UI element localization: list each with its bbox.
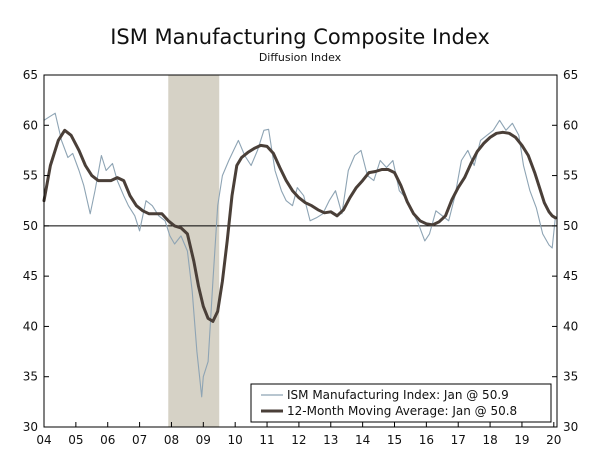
- y-tick-label-right: 65: [563, 68, 578, 82]
- y-tick-label-right: 40: [563, 319, 578, 333]
- recession-band: [168, 75, 220, 427]
- x-tick-label: 12: [291, 433, 306, 447]
- y-tick-label-right: 35: [563, 370, 578, 384]
- chart-title: ISM Manufacturing Composite Index: [110, 25, 490, 49]
- y-tick-label-right: 60: [563, 118, 578, 132]
- y-tick-label-left: 50: [23, 219, 38, 233]
- x-tick-label: 15: [387, 433, 402, 447]
- x-tick-label: 17: [451, 433, 466, 447]
- y-tick-label-left: 65: [23, 68, 38, 82]
- series-group: [42, 112, 557, 398]
- chart-subtitle: Diffusion Index: [259, 51, 342, 64]
- x-tick-label: 11: [259, 433, 274, 447]
- x-tick-label: 20: [546, 433, 561, 447]
- y-tick-label-right: 45: [563, 269, 578, 283]
- x-tick-label: 16: [419, 433, 434, 447]
- y-tick-label-left: 60: [23, 118, 38, 132]
- y-axis-left: 30 35 40 45 50 55 60 65: [23, 68, 49, 434]
- plot-frame: [43, 74, 558, 428]
- legend-box: [250, 383, 552, 423]
- x-axis: 04 05 06 07 08 09 10 11 12 13 14 15 16 17 18 19 20: [36, 422, 561, 447]
- y-tick-label-left: 40: [23, 319, 38, 333]
- series-line-moving-average: [42, 128, 557, 323]
- x-tick-label: 18: [482, 433, 497, 447]
- x-tick-label: 08: [164, 433, 179, 447]
- x-tick-label: 19: [514, 433, 529, 447]
- x-tick-label: 07: [132, 433, 147, 447]
- y-tick-label-left: 55: [23, 169, 38, 183]
- x-tick-label: 09: [196, 433, 211, 447]
- x-tick-label: 10: [228, 433, 243, 447]
- y-tick-label-right: 30: [563, 420, 578, 434]
- y-tick-label-left: 30: [23, 420, 38, 434]
- x-tick-label: 13: [323, 433, 338, 447]
- x-tick-label: 06: [100, 433, 115, 447]
- legend-label-index: ISM Manufacturing Index: Jan @ 50.9: [287, 388, 509, 402]
- y-tick-label-right: 50: [563, 219, 578, 233]
- legend: ISM Manufacturing Index: Jan @ 50.9 12-M…: [250, 383, 552, 423]
- y-axis-right: 30 35 40 45 50 55 60 65: [552, 68, 578, 434]
- y-tick-label-left: 35: [23, 370, 38, 384]
- legend-label-moving-average: 12-Month Moving Average: Jan @ 50.8: [287, 404, 517, 418]
- series-line-ism-index: [43, 112, 556, 398]
- y-tick-label-right: 55: [563, 169, 578, 183]
- x-tick-label: 05: [68, 433, 83, 447]
- x-tick-label: 04: [36, 433, 51, 447]
- x-tick-label: 14: [355, 433, 370, 447]
- y-tick-label-left: 45: [23, 269, 38, 283]
